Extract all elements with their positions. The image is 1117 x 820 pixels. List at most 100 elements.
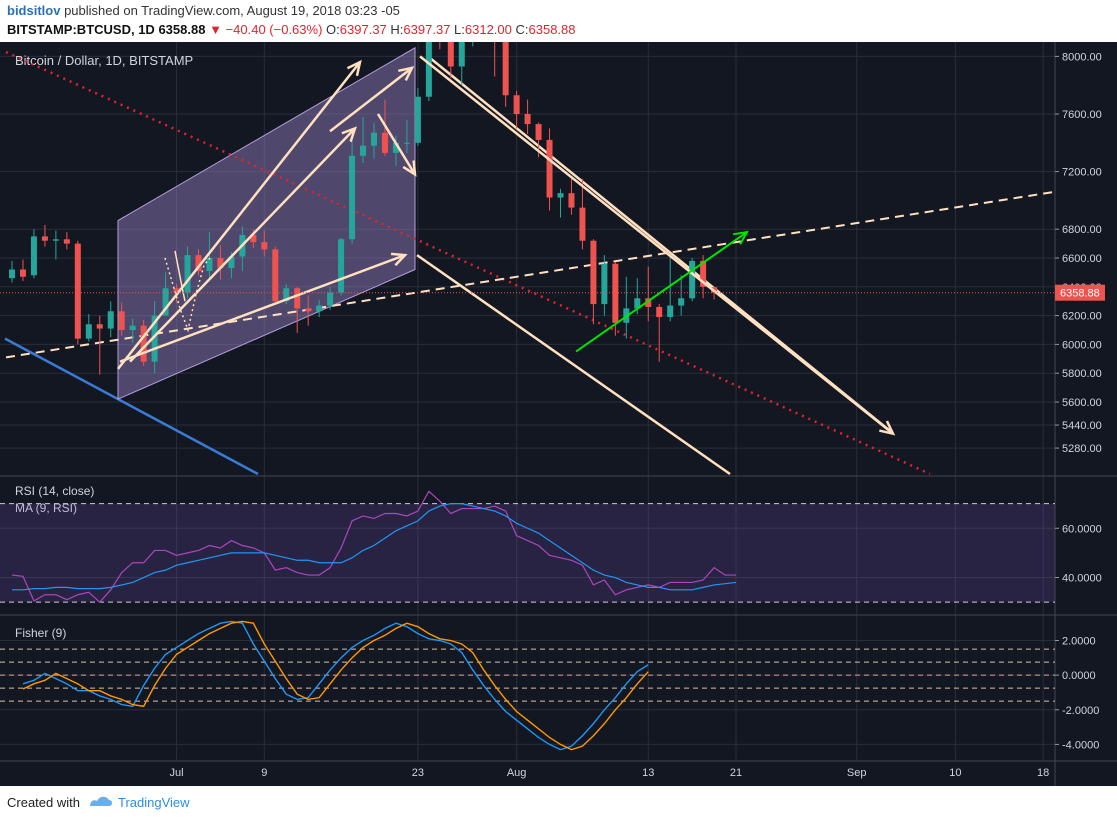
candle[interactable] xyxy=(349,135,356,244)
time-tick-label: Sep xyxy=(847,767,867,779)
arrow-down-target[interactable] xyxy=(419,55,896,436)
candle[interactable] xyxy=(184,246,191,299)
candle[interactable] xyxy=(19,259,26,282)
candle[interactable] xyxy=(568,178,575,215)
candle-body xyxy=(371,132,378,146)
price-tick-label: 5280.00 xyxy=(1062,443,1102,455)
candle[interactable] xyxy=(601,255,608,316)
candle[interactable] xyxy=(502,42,509,107)
candle-body xyxy=(612,263,619,323)
chart-header: bidsitlov published on TradingView.com, … xyxy=(0,0,1117,42)
candle[interactable] xyxy=(656,304,663,362)
candle-body xyxy=(294,288,301,309)
created-with-label: Created with xyxy=(7,795,80,810)
candle[interactable] xyxy=(425,42,432,102)
candle[interactable] xyxy=(557,188,564,218)
price-pane[interactable]: Bitcoin / Dollar, 1D, BITSTAMP xyxy=(4,42,1056,476)
candle[interactable] xyxy=(371,122,378,159)
close-label: C: xyxy=(515,22,529,37)
candle-body xyxy=(557,193,564,198)
candle-body xyxy=(579,207,586,241)
price-tick-label: 6800.00 xyxy=(1062,224,1102,236)
footer: Created with TradingView xyxy=(0,786,1117,820)
arrow-up-channel-2[interactable] xyxy=(129,126,357,363)
published-text: published on TradingView.com, August 19,… xyxy=(64,3,400,18)
candle[interactable] xyxy=(546,128,553,211)
candle[interactable] xyxy=(458,42,465,86)
arrow-down-small[interactable] xyxy=(376,113,417,177)
time-tick-label: 9 xyxy=(261,767,267,779)
candle-body xyxy=(228,256,235,269)
candle[interactable] xyxy=(96,315,103,375)
fisher-pane[interactable]: Fisher (9) xyxy=(0,620,1055,751)
candle[interactable] xyxy=(414,88,421,146)
price-axis-panel xyxy=(1055,42,1117,786)
candle[interactable] xyxy=(327,286,334,310)
time-axis[interactable]: Jul 9 23 Aug 13 21 Sep 10 18 xyxy=(170,767,1050,779)
rsi-band xyxy=(0,503,1055,603)
candle[interactable] xyxy=(195,249,202,276)
candle[interactable] xyxy=(392,135,399,166)
time-tick-label: 10 xyxy=(949,767,961,779)
fisher-tick-label: 2.0000 xyxy=(1062,636,1096,648)
parallel-channel[interactable] xyxy=(117,46,416,400)
candle[interactable] xyxy=(206,232,213,279)
green-arrow-up[interactable] xyxy=(575,230,749,353)
candle[interactable] xyxy=(316,299,323,318)
arrow-up-channel-3[interactable] xyxy=(119,252,408,363)
candle-body xyxy=(513,95,520,114)
candle[interactable] xyxy=(678,275,685,316)
high-label: H: xyxy=(390,22,404,37)
candle[interactable] xyxy=(140,319,147,366)
candle[interactable] xyxy=(118,302,125,336)
candle[interactable] xyxy=(579,178,586,250)
chart-canvas[interactable]: Bitcoin / Dollar, 1D, BITSTAMP RSI (14, … xyxy=(0,42,1117,786)
candle[interactable] xyxy=(689,258,696,302)
candle[interactable] xyxy=(9,260,15,283)
candle[interactable] xyxy=(338,237,345,296)
candle[interactable] xyxy=(524,99,531,135)
last-price-marker: 6358.88 xyxy=(0,284,1105,301)
candle[interactable] xyxy=(52,230,59,260)
candle[interactable] xyxy=(590,239,597,325)
down-channel-lower[interactable] xyxy=(416,254,731,476)
candle-body xyxy=(447,42,454,67)
candle-body xyxy=(195,255,202,271)
candle[interactable] xyxy=(261,230,268,257)
candle[interactable] xyxy=(272,246,279,303)
candle[interactable] xyxy=(30,229,37,279)
candle[interactable] xyxy=(107,301,114,338)
arrow-up-channel-1[interactable] xyxy=(117,59,362,370)
tradingview-brand-link[interactable]: TradingView xyxy=(118,795,190,810)
candle[interactable] xyxy=(74,240,81,345)
candle[interactable] xyxy=(667,255,674,322)
candle[interactable] xyxy=(129,318,136,343)
rsi-tick-label: 40.0000 xyxy=(1062,573,1102,585)
rsi-pane[interactable]: RSI (14, close) MA (9, RSI) xyxy=(0,484,1055,603)
blue-trendline[interactable] xyxy=(4,337,259,476)
candle[interactable] xyxy=(305,295,312,326)
zigzag-arrow[interactable] xyxy=(174,250,186,302)
candle[interactable] xyxy=(360,116,367,163)
rsi-ma-title: MA (9, RSI) xyxy=(15,501,77,515)
candle[interactable] xyxy=(513,90,520,129)
candle[interactable] xyxy=(492,42,498,77)
candle[interactable] xyxy=(470,42,476,47)
candle[interactable] xyxy=(63,232,70,250)
username-link[interactable]: bidsitlov xyxy=(7,3,61,18)
candle[interactable] xyxy=(41,224,48,247)
tradingview-logo-icon[interactable] xyxy=(88,793,114,809)
candle[interactable] xyxy=(403,119,410,153)
arrow-up-top[interactable] xyxy=(329,66,415,133)
red-dotted-trendline[interactable] xyxy=(5,50,931,476)
fisher-tick-label: 0.0000 xyxy=(1062,670,1096,682)
candle[interactable] xyxy=(85,314,92,342)
candle[interactable] xyxy=(645,266,652,322)
dashed-trendline[interactable] xyxy=(5,190,1056,359)
candle[interactable] xyxy=(217,245,224,280)
open-label: O: xyxy=(326,22,340,37)
candle-body xyxy=(162,288,169,316)
fisher-trigger-line xyxy=(22,620,649,751)
candle[interactable] xyxy=(447,42,454,78)
candle-body xyxy=(305,308,312,312)
